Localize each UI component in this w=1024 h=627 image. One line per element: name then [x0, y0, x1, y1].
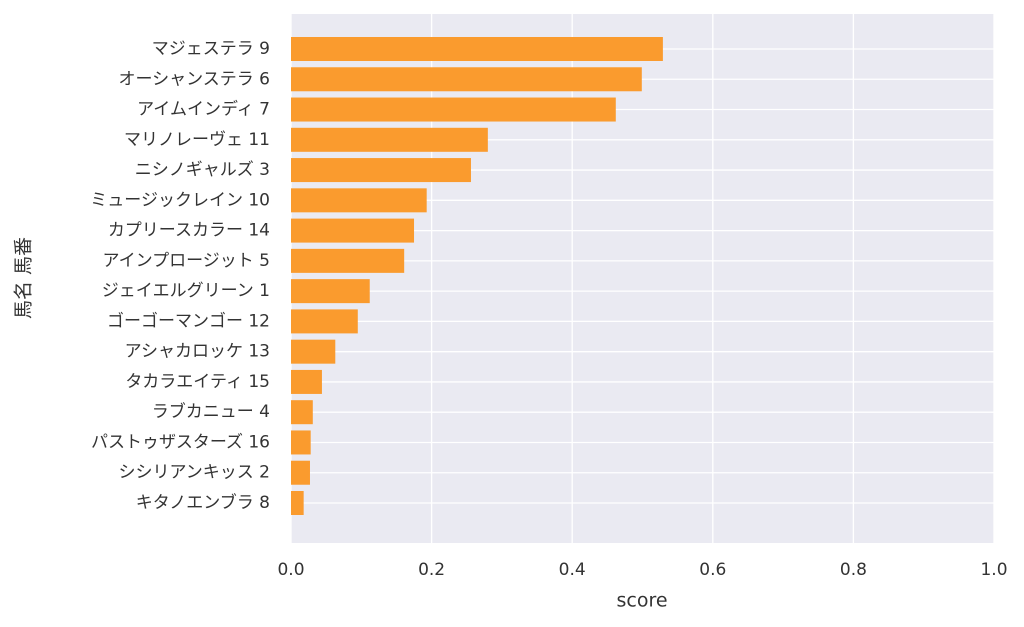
bar	[291, 460, 310, 485]
y-tick-label: オーシャンステラ 6	[118, 69, 270, 89]
x-axis-label: score	[616, 590, 667, 612]
y-tick-label: アインプロージット 5	[102, 251, 270, 271]
y-tick-label: シシリアンキッス 2	[118, 463, 270, 483]
y-tick-label: タカラエイティ 15	[125, 372, 270, 392]
y-tick-label: マジェステラ 9	[152, 39, 270, 59]
bar	[291, 188, 427, 213]
bar	[291, 218, 415, 243]
y-tick-label: ジェイエルグリーン 1	[102, 281, 270, 301]
y-tick-label: キタノエンブラ 8	[136, 492, 270, 513]
plot-area	[291, 14, 994, 543]
bar	[291, 279, 370, 304]
bar	[291, 248, 405, 273]
bar	[291, 67, 642, 92]
bar	[291, 309, 358, 334]
bar	[291, 37, 663, 61]
x-tick-label: 0.6	[699, 560, 726, 580]
y-axis-label: 馬名 馬番	[13, 237, 35, 319]
bar	[291, 369, 322, 394]
y-tick-label: ゴーゴーマンゴー 12	[107, 310, 270, 331]
bar	[291, 430, 311, 455]
x-tick-label: 0.2	[418, 560, 445, 580]
y-tick-label: アイムインディ 7	[137, 99, 270, 120]
x-tick-label: 1.0	[980, 560, 1007, 580]
bar	[291, 158, 471, 183]
y-tick-label: パストゥザスターズ 16	[91, 432, 270, 452]
y-tick-label: ニシノギャルズ 3	[135, 160, 270, 180]
y-tick-label: マリノレーヴェ 11	[124, 130, 270, 150]
y-tick-label: カプリースカラー 14	[108, 221, 270, 241]
bar	[291, 491, 304, 515]
x-tick-label: 0.4	[559, 560, 586, 580]
bar	[291, 97, 616, 122]
x-tick-label: 0.8	[840, 560, 867, 580]
y-tick-label: ミュージックレイン 10	[90, 190, 270, 210]
x-tick-label: 0.0	[277, 560, 304, 580]
bar	[291, 400, 313, 425]
y-tick-label: アシャカロッケ 13	[125, 342, 270, 362]
bar	[291, 127, 488, 152]
bar	[291, 339, 336, 364]
y-tick-label: ラブカニュー 4	[152, 401, 270, 422]
